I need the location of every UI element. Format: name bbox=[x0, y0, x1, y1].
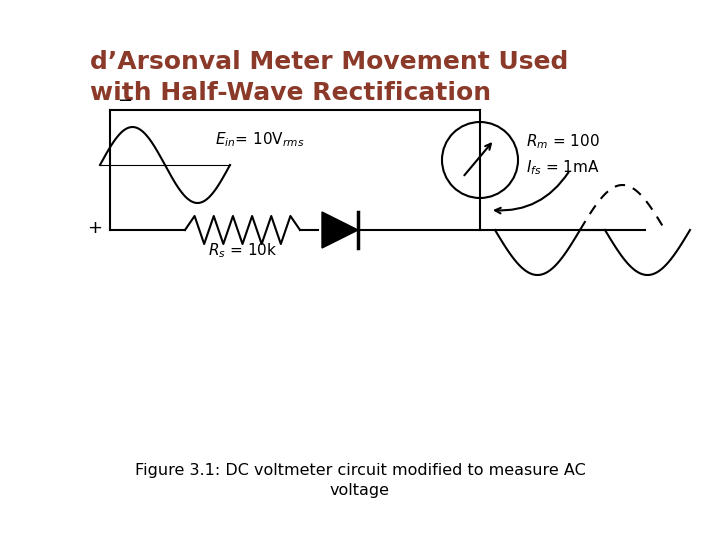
Text: $R_m$ = 100: $R_m$ = 100 bbox=[526, 133, 600, 151]
Text: $R_s$ = 10k: $R_s$ = 10k bbox=[208, 241, 277, 260]
Polygon shape bbox=[322, 212, 358, 248]
Text: d’Arsonval Meter Movement Used
with Half-Wave Rectification: d’Arsonval Meter Movement Used with Half… bbox=[90, 50, 568, 105]
Text: $I_{fs}$ = 1mA: $I_{fs}$ = 1mA bbox=[526, 159, 600, 177]
Text: Figure 3.1: DC voltmeter circuit modified to measure AC
voltage: Figure 3.1: DC voltmeter circuit modifie… bbox=[135, 463, 585, 498]
Text: +: + bbox=[87, 219, 102, 237]
Text: $E_{in}$= 10V$_{rms}$: $E_{in}$= 10V$_{rms}$ bbox=[215, 131, 305, 150]
Text: −: − bbox=[117, 92, 132, 110]
